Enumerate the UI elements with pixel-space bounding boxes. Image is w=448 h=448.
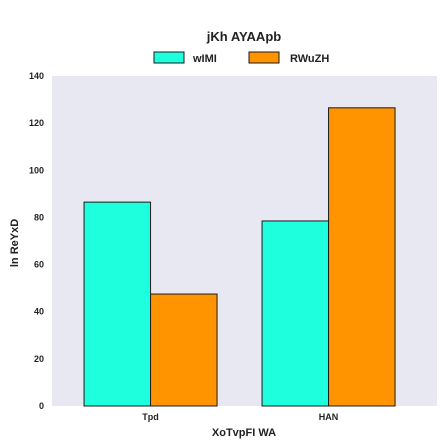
y-tick-label: 40	[34, 307, 44, 317]
y-axis-ticks: 0 20 40 60 80 100 120 140	[29, 71, 44, 411]
y-tick-label: 0	[39, 401, 44, 411]
bar-RWuZH-Tpd	[150, 293, 218, 407]
bars	[83, 107, 396, 407]
legend-swatch-wIMI	[153, 51, 185, 64]
chart-title: jKh AYAApb	[206, 29, 281, 44]
y-tick-label: 100	[29, 165, 44, 175]
bar-RWuZH-HAN	[328, 107, 396, 407]
y-tick-label: 80	[34, 212, 44, 222]
y-tick-label: 20	[34, 354, 44, 364]
y-tick-label: 60	[34, 260, 44, 270]
bar-wIMI-HAN	[261, 220, 330, 407]
legend-label-RWuZH: RWuZH	[290, 53, 329, 65]
y-axis-label: ln ReYxD	[9, 219, 21, 267]
x-tick-label: HAN	[319, 412, 339, 422]
y-tick-label: 120	[29, 118, 44, 128]
x-axis-ticks: Tpd HAN	[142, 412, 338, 422]
x-axis-label: XoTvpFI WA	[212, 427, 276, 439]
legend-swatch-RWuZH	[248, 51, 280, 64]
legend-label-wIMI: wIMI	[192, 53, 217, 65]
legend: wIMI RWuZH	[153, 51, 329, 65]
x-tick-label: Tpd	[142, 412, 159, 422]
bar-wIMI-Tpd	[83, 201, 152, 407]
y-tick-label: 140	[29, 71, 44, 81]
